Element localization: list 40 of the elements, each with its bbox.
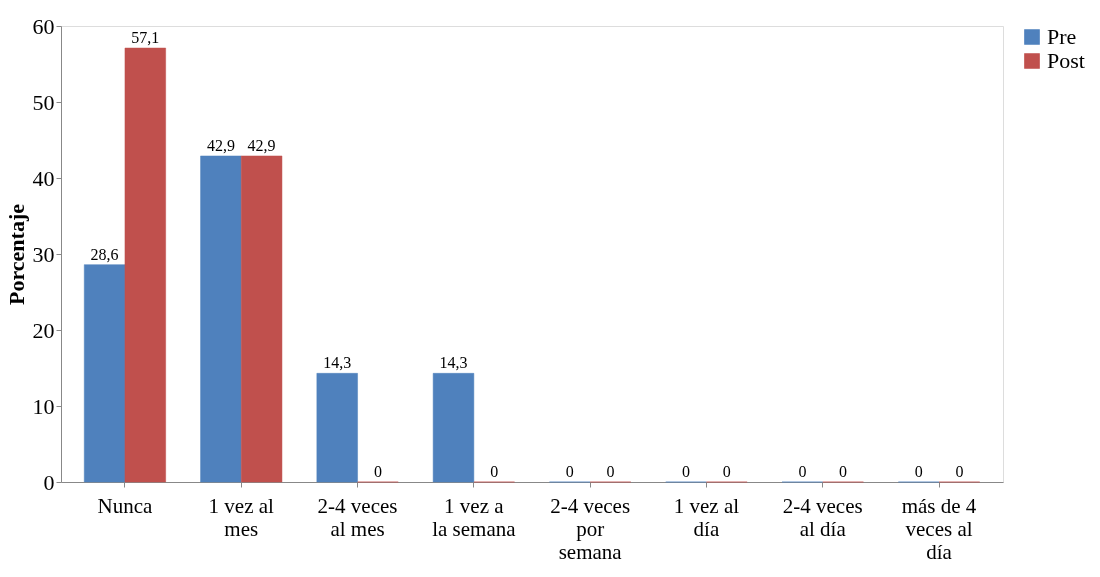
y-tick-label: 0 <box>43 469 55 495</box>
data-label: 0 <box>373 463 382 480</box>
legend-label: Post <box>1047 48 1085 73</box>
bar <box>124 47 166 483</box>
data-label: 14,3 <box>439 354 468 372</box>
x-tick-label: 1 vez al mes <box>208 493 275 541</box>
x-tick-label: 2-4 veces por semana <box>550 493 631 564</box>
y-tick-label: 60 <box>32 13 55 39</box>
data-label: 14,3 <box>323 354 352 372</box>
x-tick-label: 1 vez al día <box>673 493 740 541</box>
y-axis-title: Porcentaje <box>3 203 29 305</box>
bar <box>432 373 475 483</box>
data-label: 0 <box>490 463 499 480</box>
bar <box>200 155 242 483</box>
x-tick-label: más de 4 veces al día <box>901 493 977 564</box>
data-label: 28,6 <box>90 245 119 263</box>
y-tick-label: 10 <box>32 393 55 419</box>
y-tick-label: 40 <box>32 165 55 191</box>
bar <box>316 373 358 483</box>
data-label: 42,9 <box>247 136 276 154</box>
data-label: 0 <box>682 463 691 480</box>
x-tick-label: 2-4 veces al mes <box>317 493 398 541</box>
data-label: 0 <box>722 463 731 480</box>
data-label: 0 <box>798 463 807 480</box>
y-tick-label: 50 <box>32 89 55 115</box>
data-label: 0 <box>955 463 964 480</box>
y-tick-label: 30 <box>32 241 55 267</box>
data-label: 0 <box>565 463 574 480</box>
bar <box>84 264 126 483</box>
data-label: 57,1 <box>131 29 160 47</box>
data-label: 42,9 <box>206 136 235 154</box>
bar <box>241 155 283 483</box>
x-tick-label: 1 vez a la semana <box>432 493 517 541</box>
x-tick-label: 2-4 veces al día <box>782 493 863 541</box>
data-label: 0 <box>914 463 923 480</box>
x-tick-label: Nunca <box>97 493 154 518</box>
legend-label: Pre <box>1047 24 1077 49</box>
y-tick-label: 20 <box>32 317 55 343</box>
data-label: 0 <box>606 463 615 480</box>
data-label: 0 <box>839 463 848 480</box>
